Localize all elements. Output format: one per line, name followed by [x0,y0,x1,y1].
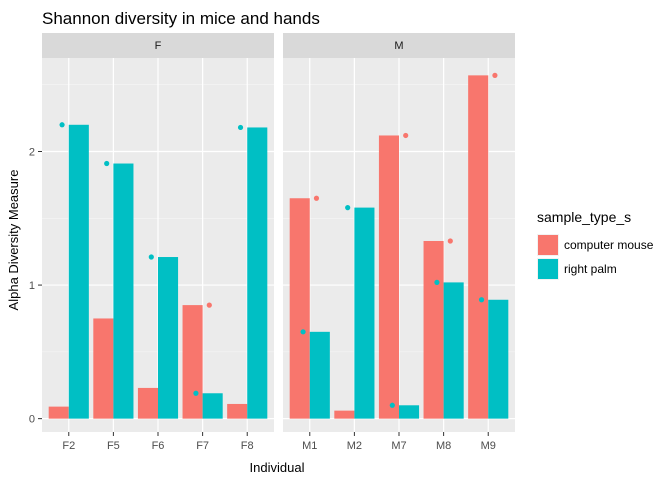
bar-F6-right-palm [158,257,179,419]
point-M7-computer-mouse [403,132,409,139]
facet-panel-F: F F2 F5 F6 F7 F8 [42,33,274,452]
bar-M9-right-palm [488,299,509,419]
facet-strip [283,33,515,58]
facet-panels: F F2 F5 F6 F7 F8 M M1 M2 M7 M8 M9 [42,33,515,452]
facet-panel-M: M M1 M2 M7 M8 M9 [283,33,515,452]
x-tick-label: M1 [302,440,317,452]
legend: sample_type_s computer mouse right palm [537,209,654,280]
point-M8-right-palm [434,279,440,285]
bar-M7-right-palm [399,405,420,419]
bar-M1-computer-mouse [289,198,310,419]
point-M7-right-palm [389,402,395,408]
y-axis: 0 1 2 [29,147,42,426]
bar-M8-right-palm [443,282,464,419]
point-M1-computer-mouse [313,195,320,201]
legend-label: computer mouse [564,238,654,252]
legend-swatch [538,235,558,255]
point-M9-computer-mouse [492,72,498,78]
legend-title: sample_type_s [537,209,631,225]
point-F6-right-palm [148,254,154,260]
point-F5-right-palm [104,160,110,167]
bar-M1-right-palm [309,331,330,419]
bar-M8-computer-mouse [423,240,444,419]
bar-F5-right-palm [113,163,134,419]
bar-M7-computer-mouse [378,135,399,419]
x-tick-label: F2 [62,440,75,452]
x-axis-title: Individual [250,460,305,475]
x-tick-label: M7 [391,440,406,452]
facet-strip [42,33,274,58]
legend-label: right palm [564,262,617,276]
bar-F2-right-palm [68,124,89,419]
point-F7-computer-mouse [206,302,212,308]
point-F7-right-palm [193,390,199,396]
y-tick-label: 0 [29,414,35,426]
bar-F6-computer-mouse [137,387,158,419]
legend-swatch [538,259,558,279]
x-tick-label: F6 [152,440,165,452]
x-tick-label: F8 [241,440,254,452]
bar-F7-right-palm [202,393,223,419]
point-M9-right-palm [478,297,485,303]
y-tick-label: 1 [29,280,35,292]
bar-F5-computer-mouse [93,318,114,419]
facet-strip-label: F [155,40,162,52]
chart-title: Shannon diversity in mice and hands [42,9,320,28]
point-F2-right-palm [59,122,65,128]
x-tick-label: M2 [347,440,362,452]
point-M2-right-palm [345,205,351,211]
bar-M2-computer-mouse [334,410,355,419]
x-tick-label: F5 [107,440,120,452]
point-M8-computer-mouse [447,238,453,244]
x-tick-label: M8 [436,440,451,452]
y-axis-title: Alpha Diversity Measure [6,170,21,311]
bar-F8-computer-mouse [227,403,248,419]
point-F8-right-palm [237,124,244,131]
bar-F7-computer-mouse [182,305,203,419]
facet-strip-label: M [394,40,403,52]
bar-M9-computer-mouse [468,75,489,419]
bar-M2-right-palm [354,207,375,419]
x-tick-label: M9 [481,440,496,452]
legend-items: computer mouse right palm [537,234,654,280]
bar-F2-computer-mouse [48,406,69,419]
y-tick-label: 2 [29,147,35,159]
bar-F8-right-palm [247,127,268,419]
point-M1-right-palm [300,329,306,335]
x-tick-label: F7 [196,440,209,452]
